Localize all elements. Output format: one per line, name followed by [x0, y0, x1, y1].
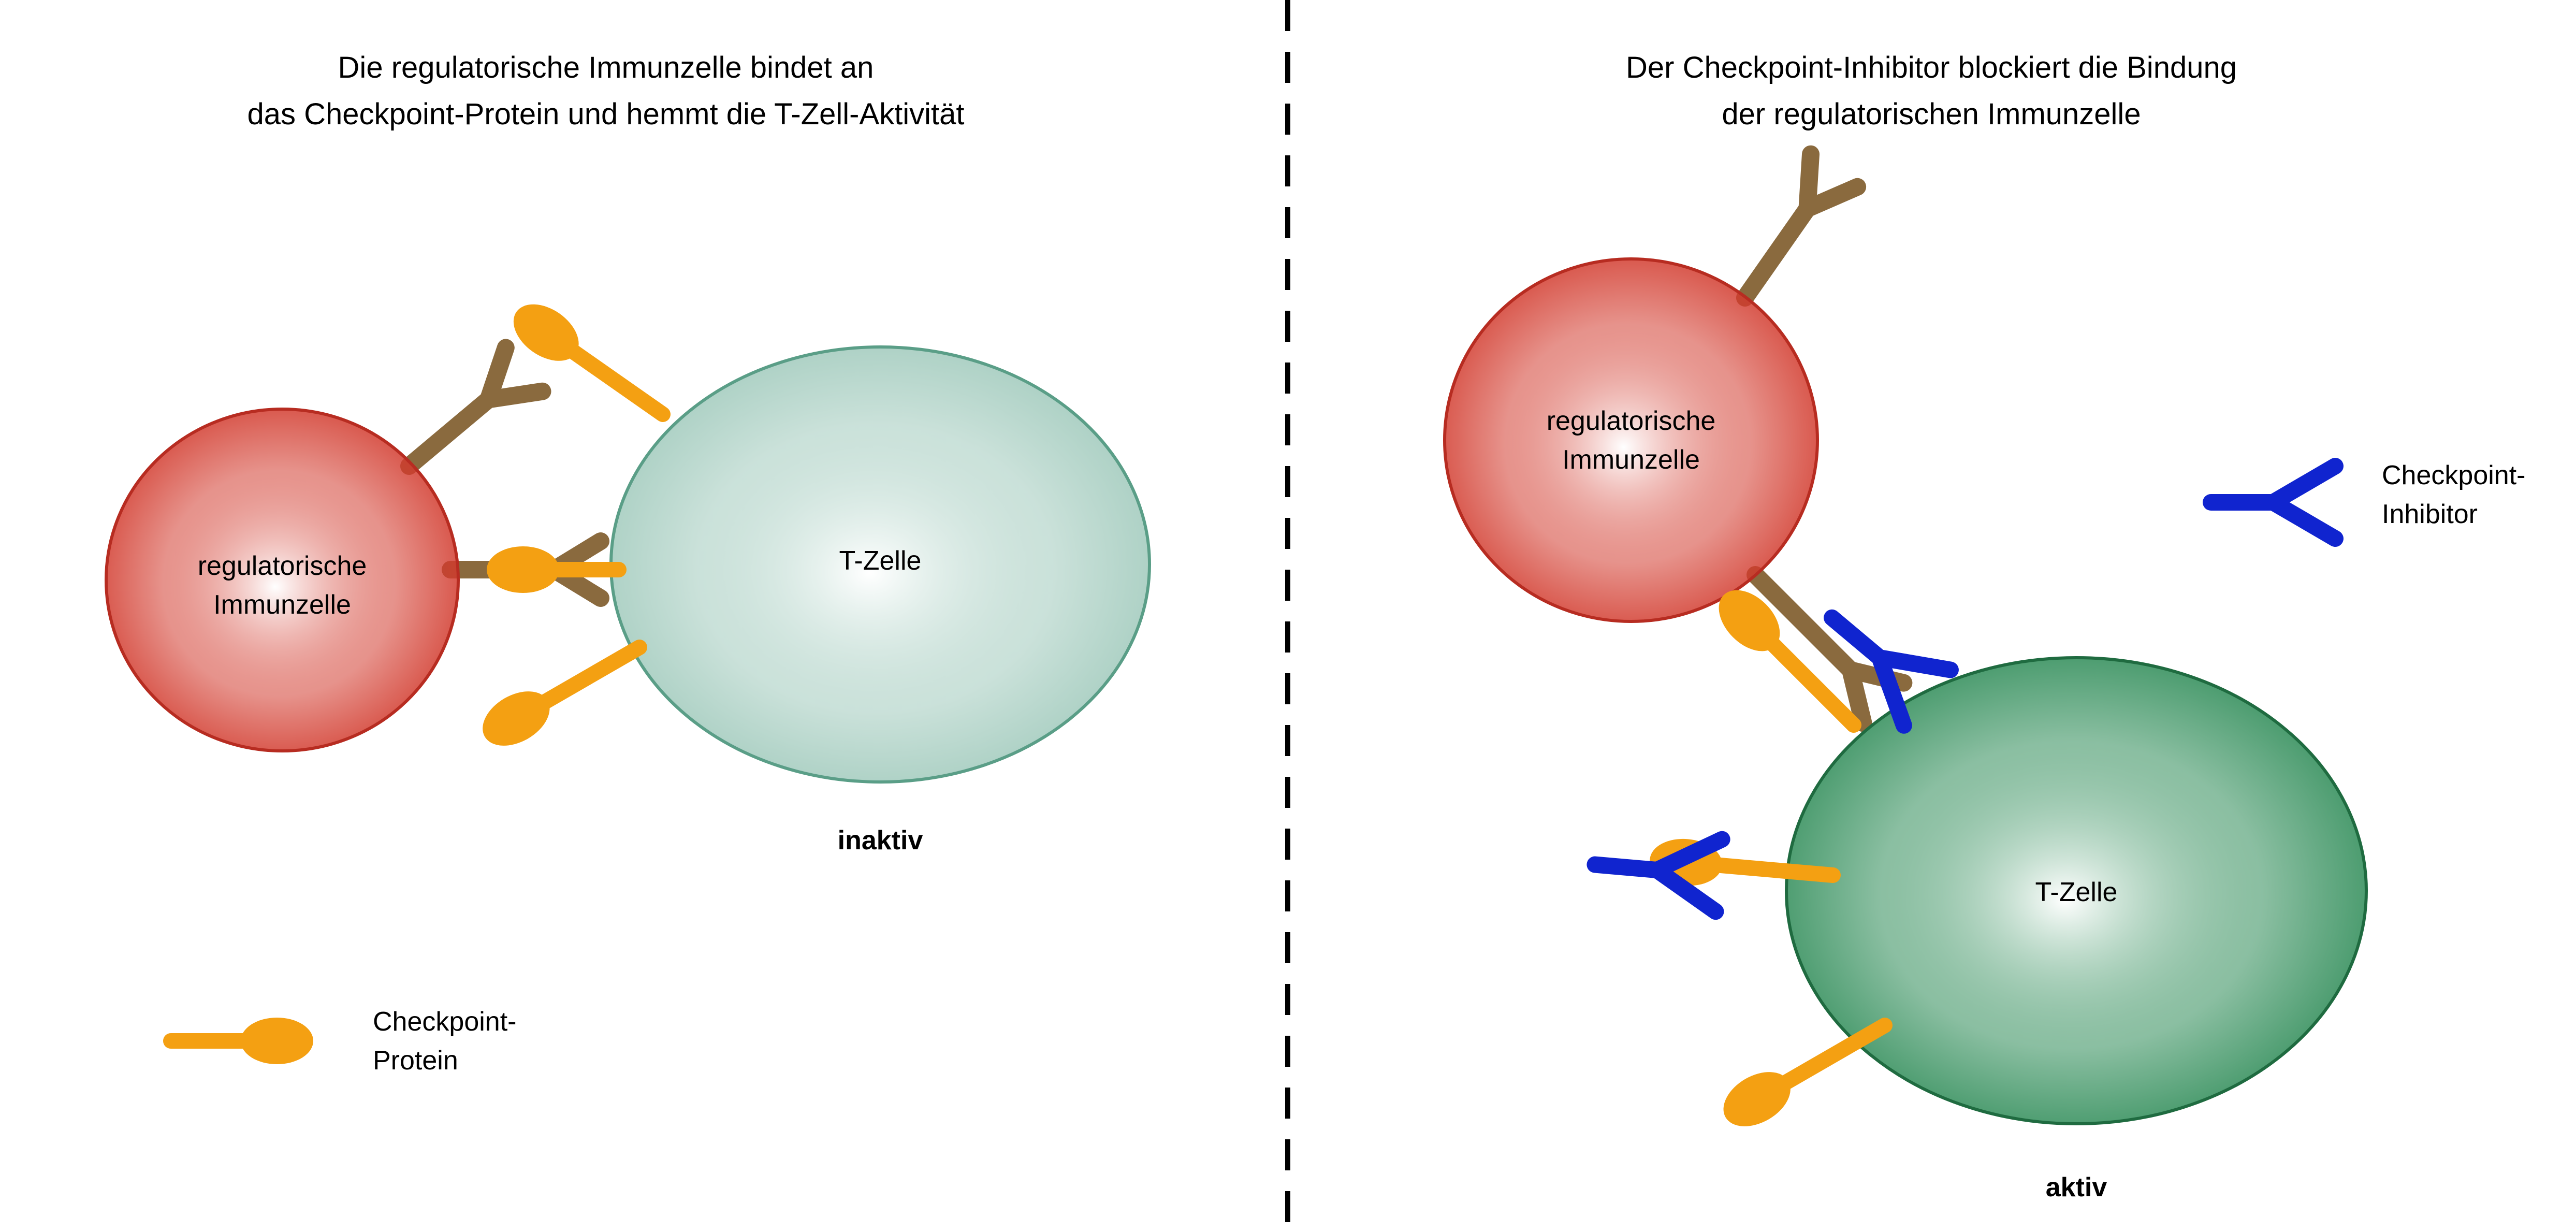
- left-title-l2: das Checkpoint-Protein und hemmt die T-Z…: [247, 97, 964, 131]
- right-reg-label-l1: regulatorische: [1547, 406, 1716, 436]
- right-title-l1: Der Checkpoint-Inhibitor blockiert die B…: [1626, 51, 2237, 84]
- right-reg-label-l2: Immunzelle: [1562, 445, 1700, 475]
- left-reg-label-l1: regulatorische: [198, 551, 367, 581]
- right-active-label: aktiv: [2046, 1172, 2107, 1202]
- left-legend-l2: Protein: [373, 1046, 458, 1076]
- left-title-l1: Die regulatorische Immunzelle bindet an: [338, 51, 874, 84]
- left-inactive-label: inaktiv: [838, 825, 923, 856]
- right-title-l2: der regulatorischen Immunzelle: [1722, 97, 2141, 131]
- right-reg-cell: [1445, 259, 1817, 621]
- right-legend-l1: Checkpoint-: [2382, 460, 2525, 490]
- right-tcell-label: T-Zelle: [2035, 877, 2118, 907]
- left-legend-l1: Checkpoint-: [373, 1007, 516, 1037]
- left-tcell-label: T-Zelle: [839, 546, 922, 576]
- right-legend-l2: Inhibitor: [2382, 499, 2478, 529]
- left-reg-label-l2: Immunzelle: [213, 590, 351, 620]
